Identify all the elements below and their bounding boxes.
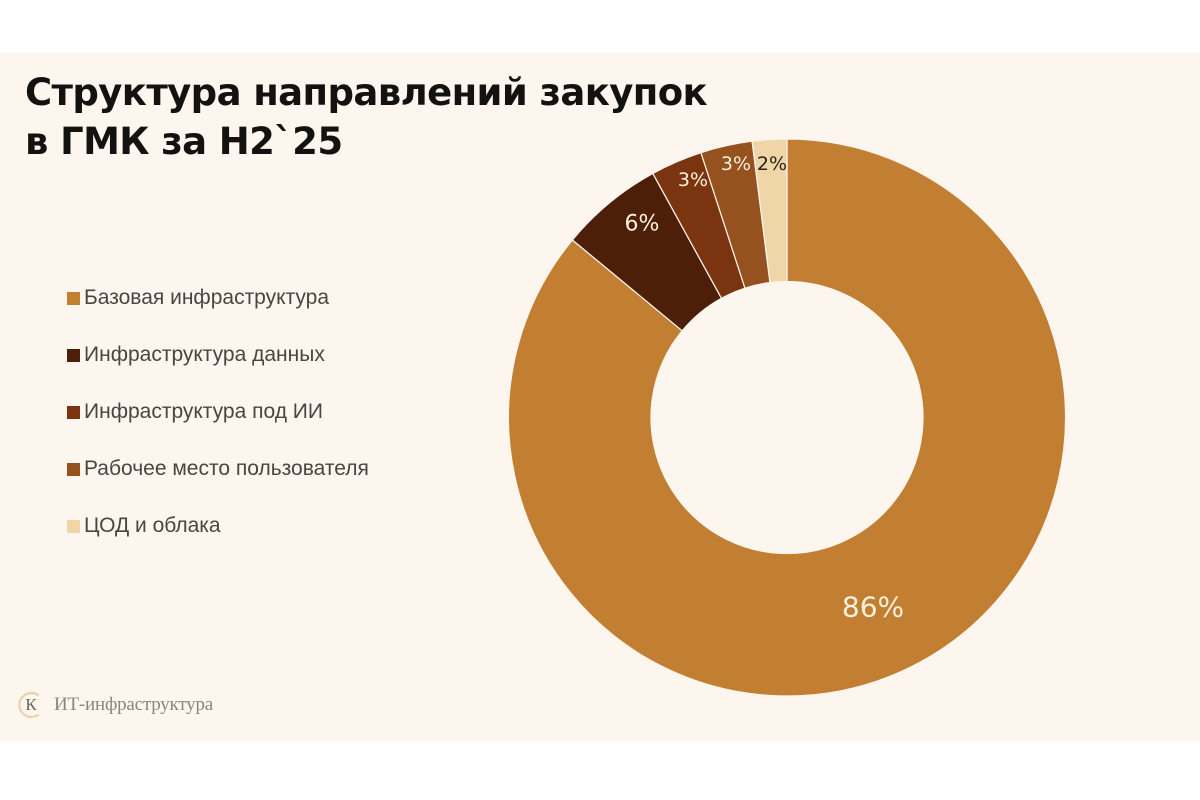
chart-title: Структура направлений закупок в ГМК за Н… — [25, 68, 708, 166]
legend-swatch — [67, 348, 80, 362]
slice-value-label: 86% — [842, 591, 904, 624]
legend-swatch — [67, 405, 80, 419]
legend-item-user-workplace: Рабочее место пользователя — [67, 455, 369, 483]
brand-logo: К ИТ-инфраструктура — [16, 688, 213, 722]
donut-labels: 86% 6% 3% 3% 2% — [625, 153, 905, 624]
legend-label: Инфраструктура данных — [84, 343, 325, 366]
slice-value-label: 3% — [678, 169, 708, 191]
chart-title-line-1: Структура направлений закупок — [25, 71, 708, 114]
slice-datacenter-cloud — [751, 138, 788, 284]
legend-item-base-infrastructure: Базовая инфраструктура — [67, 284, 369, 312]
legend-swatch — [67, 462, 80, 476]
legend-item-datacenter-cloud: ЦОД и облака — [67, 512, 369, 540]
chart-title-line-2: в ГМК за Н2`25 — [25, 120, 343, 163]
legend-item-data-infrastructure: Инфраструктура данных — [67, 341, 369, 369]
legend-label: Рабочее место пользователя — [84, 457, 369, 480]
slice-value-label: 3% — [721, 153, 751, 175]
legend-item-ai-infrastructure: Инфраструктура под ИИ — [67, 398, 369, 426]
legend-swatch — [67, 291, 80, 305]
slice-value-label: 2% — [757, 153, 787, 175]
legend-label: Базовая инфраструктура — [84, 286, 330, 309]
donut-slices — [507, 138, 1067, 697]
legend-swatch — [67, 519, 80, 533]
logo-k-icon: К — [16, 690, 46, 720]
slice-base-infrastructure — [507, 138, 1067, 697]
brand-name: ИТ-инфраструктура — [54, 694, 214, 715]
logo-letter: К — [25, 695, 37, 714]
legend-label: ЦОД и облака — [84, 514, 221, 537]
legend: Базовая инфраструктура Инфраструктура да… — [67, 284, 369, 569]
slice-value-label: 6% — [625, 212, 660, 237]
legend-label: Инфраструктура под ИИ — [84, 400, 323, 423]
